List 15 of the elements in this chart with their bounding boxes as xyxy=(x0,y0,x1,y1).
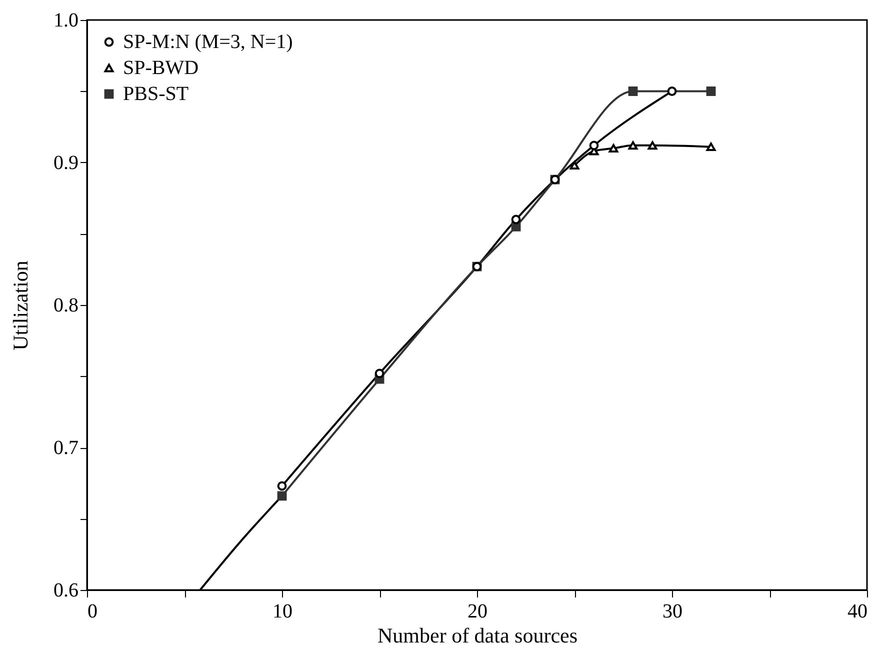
legend-label: SP-M:N (M=3, N=1) xyxy=(123,31,293,53)
y-tick-label: 0.6 xyxy=(54,580,78,602)
y-tick-label: 0.8 xyxy=(54,294,78,316)
x-tick-label: 10 xyxy=(272,600,292,622)
y-tick-label: 0.9 xyxy=(54,152,78,174)
y-tick-label: 0.7 xyxy=(54,437,78,459)
y-tick-label: 1.0 xyxy=(54,10,78,32)
y-axis-title: Utilization xyxy=(8,260,32,350)
legend-label: SP-BWD xyxy=(123,57,199,79)
x-axis-title: Number of data sources xyxy=(377,624,578,648)
legend-label: PBS-ST xyxy=(123,83,189,105)
x-tick-label: 0 xyxy=(88,600,98,622)
x-tick-label: 30 xyxy=(662,600,682,622)
x-tick-label: 20 xyxy=(468,600,488,622)
x-tick-label: 40 xyxy=(848,600,868,622)
